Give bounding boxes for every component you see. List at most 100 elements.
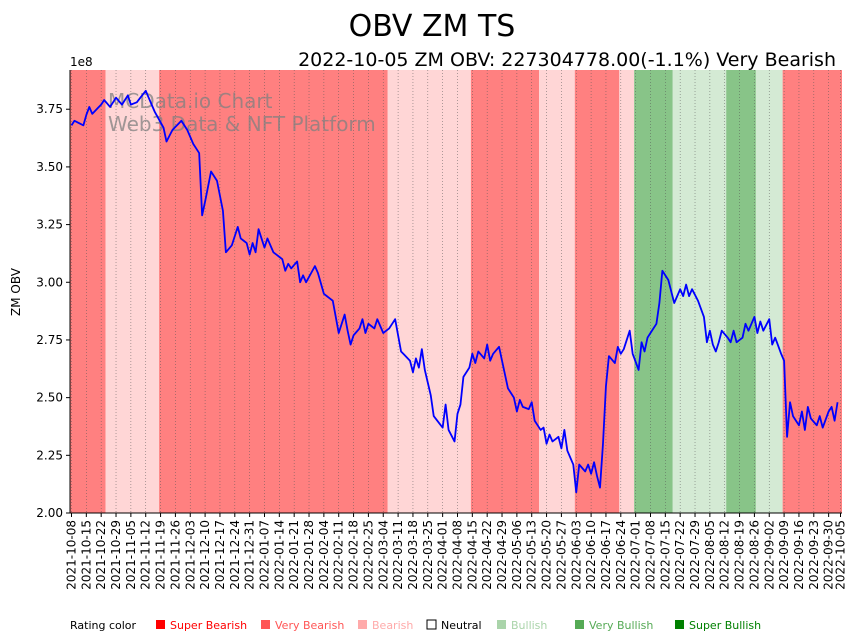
x-tick-label: 2022-04-15 [465,520,479,590]
x-tick-label: 2022-05-27 [554,520,568,590]
x-tick-label: 2022-07-15 [658,520,672,590]
x-tick-label: 2022-03-11 [391,520,405,590]
x-tick-label: 2022-02-04 [317,520,331,590]
rating-band [159,70,388,513]
x-tick-label: 2021-12-10 [198,520,212,590]
y-tick-label: 2.25 [36,448,63,462]
y-tick-label: 3.00 [36,275,63,289]
y-axis-label: ZM OBV [9,267,23,316]
x-tick-label: 2022-06-17 [599,520,613,590]
y-tick-label: 3.50 [36,160,63,174]
legend-label: Super Bearish [170,619,247,632]
x-tick-label: 2022-03-18 [406,520,420,590]
x-tick-label: 2021-12-31 [243,520,257,590]
chart-subtitle: 2022-10-05 ZM OBV: 227304778.00(-1.1%) V… [298,49,836,71]
legend-label: Bullish [511,619,547,632]
x-tick-label: 2022-09-09 [777,520,791,590]
x-tick-label: 2022-08-05 [703,520,717,590]
legend-label: Neutral [441,619,482,632]
x-tick-label: 2022-04-01 [436,520,450,590]
x-tick-label: 2022-07-22 [673,520,687,590]
x-tick-label: 2021-10-22 [94,520,108,590]
x-tick-label: 2022-02-25 [361,520,375,590]
x-ticks: 2021-10-08 2021-10-15 2021-10-22 2021-10-29… [64,513,848,590]
x-tick-label: 2022-05-20 [540,520,554,590]
x-tick-label: 2022-09-16 [792,520,806,590]
x-tick-label: 2022-07-08 [643,520,657,590]
x-tick-label: 2021-12-24 [228,520,242,590]
rating-band [105,70,160,513]
legend-label: Very Bullish [589,619,653,632]
rating-band [70,70,106,513]
x-tick-label: 2022-06-10 [584,520,598,590]
x-tick-label: 2022-08-12 [718,520,732,590]
y-tick-label: 2.00 [36,506,63,520]
legend-label: Very Bearish [275,619,344,632]
x-tick-label: 2021-11-19 [154,520,168,590]
rating-legend: Rating color Super Bearish Very Bearish Bea… [70,619,761,632]
x-tick-label: 2022-09-02 [762,520,776,590]
x-tick-label: 2021-12-03 [183,520,197,590]
x-tick-label: 2022-01-21 [287,520,301,590]
watermark-line-2: Web3 Data & NFT Platform [108,112,376,136]
x-tick-label: 2021-10-15 [79,520,93,590]
x-tick-label: 2022-05-13 [525,520,539,590]
x-tick-label: 2022-05-06 [510,520,524,590]
chart-title: OBV ZM TS [349,9,516,44]
obv-line [70,89,839,494]
y-tick-label: 2.50 [36,391,63,405]
x-tick-label: 2022-08-19 [733,520,747,590]
x-tick-label: 2021-11-12 [139,520,153,590]
x-tick-label: 2022-01-14 [272,520,286,590]
legend-label: Super Bullish [689,619,761,632]
legend-swatch [675,620,684,629]
rating-band [470,70,540,513]
y-ticks: 2.00 2.25 2.50 2.75 3.00 3.25 3.50 3.75 [36,102,70,520]
x-tick-label: 2022-06-03 [569,520,583,590]
legend-swatch [575,620,584,629]
rating-band [634,70,673,513]
x-tick-label: 2022-10-05 [834,520,848,590]
x-tick-label: 2022-09-30 [822,520,836,590]
x-tick-label: 2021-11-26 [168,520,182,590]
obv-series [70,89,839,494]
x-tick-label: 2021-11-05 [124,520,138,590]
y-tick-label: 2.75 [36,333,63,347]
legend-swatch [358,620,367,629]
legend-swatch [261,620,270,629]
date-gridlines [71,70,841,513]
legend-swatch [156,620,165,629]
x-tick-label: 2022-02-11 [332,520,346,590]
rating-band [574,70,620,513]
rating-bands [70,70,842,513]
rating-band [387,70,471,513]
x-tick-label: 2022-07-29 [688,520,702,590]
x-tick-label: 2022-04-08 [450,520,464,590]
rating-band [619,70,635,513]
y-scale-label: 1e8 [70,55,93,69]
y-tick-label: 3.25 [36,218,63,232]
x-tick-label: 2022-07-01 [629,520,643,590]
x-tick-label: 2022-04-29 [495,520,509,590]
legend-label: Bearish [372,619,413,632]
x-tick-label: 2022-06-24 [614,520,628,590]
legend-swatch [426,619,437,630]
x-tick-label: 2021-12-17 [213,520,227,590]
rating-band [726,70,756,513]
watermark-line-1: MCData.io Chart [108,89,273,113]
rating-band [539,70,575,513]
axes [69,70,842,514]
y-tick-label: 3.75 [36,102,63,116]
x-tick-label: 2022-01-07 [257,520,271,590]
x-tick-label: 2022-08-26 [747,520,761,590]
rating-band [782,70,842,513]
x-tick-label: 2022-02-18 [347,520,361,590]
x-tick-label: 2021-10-29 [109,520,123,590]
x-tick-label: 2022-03-04 [376,520,390,590]
x-tick-label: 2022-03-25 [421,520,435,590]
x-tick-label: 2022-04-22 [480,520,494,590]
legend-title: Rating color [70,619,137,632]
x-tick-label: 2021-10-08 [64,520,78,590]
legend-swatch [497,620,506,629]
